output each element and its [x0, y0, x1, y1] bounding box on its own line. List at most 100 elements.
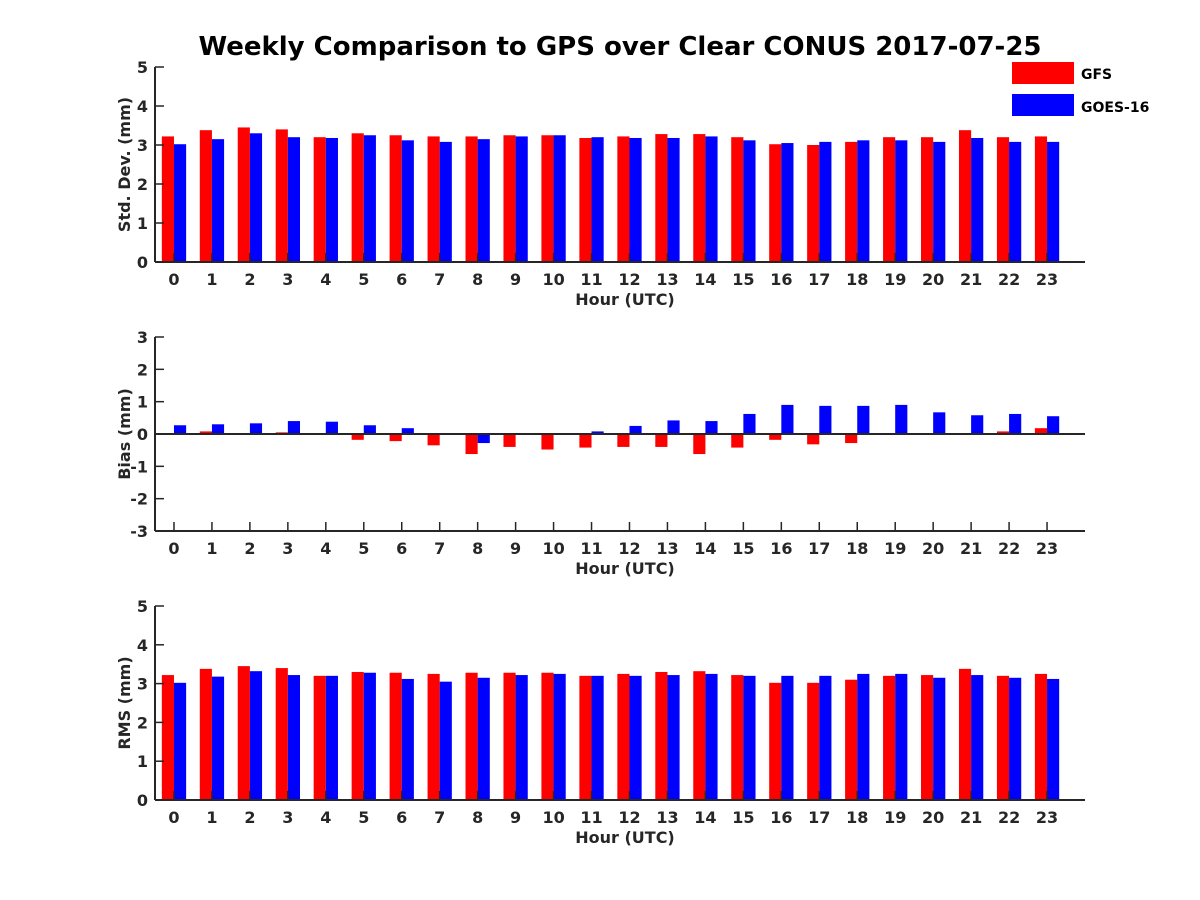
std-dev-bar-gfs-hour-7 [427, 136, 440, 262]
bias-bar-goes16-hour-14 [705, 421, 718, 434]
std-dev-bar-goes16-hour-2 [249, 133, 263, 262]
bias-x-tick-label: 23 [1036, 539, 1058, 558]
std-dev-bar-gfs-hour-14 [693, 134, 706, 262]
bias-bar-goes16-hour-3 [287, 421, 301, 434]
rms-x-tick-label: 10 [542, 808, 564, 827]
legend-swatch-gfs [1012, 62, 1074, 84]
bias-bar-goes16-hour-2 [249, 423, 263, 434]
bias-y-tick-label: -3 [130, 522, 148, 541]
rms-bar-goes16-hour-22 [1009, 677, 1022, 800]
bias-y-tick-label: 2 [137, 360, 148, 379]
rms-bar-gfs-hour-16 [769, 682, 782, 800]
bias-bar-gfs-hour-22 [996, 431, 1010, 434]
bias-bar-gfs-hour-1 [199, 431, 212, 434]
rms-bar-gfs-hour-12 [617, 673, 630, 800]
bias-x-tick-label: 5 [358, 539, 369, 558]
std-dev-bar-gfs-hour-2 [237, 127, 250, 262]
bias-bar-goes16-hour-23 [1047, 416, 1060, 434]
bias-x-tick-label: 20 [922, 539, 944, 558]
rms-bar-goes16-hour-12 [629, 675, 642, 800]
std-dev-bar-goes16-hour-10 [553, 135, 566, 262]
bias-bar-goes16-hour-8 [477, 434, 490, 444]
rms-bar-gfs-hour-5 [351, 671, 364, 800]
bias-bar-gfs-hour-14 [693, 434, 706, 455]
bias-y-tick-label: -2 [130, 490, 148, 509]
bias-x-tick-label: 18 [846, 539, 868, 558]
std-dev-x-tick-label: 9 [510, 270, 521, 289]
std-dev-x-tick-label: 5 [358, 270, 369, 289]
legend-swatch-goes16 [1012, 94, 1074, 116]
std-dev-bar-goes16-hour-20 [933, 141, 946, 262]
std-dev-bar-goes16-hour-14 [705, 136, 718, 262]
std-dev-x-tick-label: 18 [846, 270, 868, 289]
std-dev-bar-gfs-hour-4 [313, 137, 326, 262]
std-dev-y-tick-label: 0 [137, 253, 148, 272]
rms-x-tick-label: 1 [206, 808, 217, 827]
bias-x-tick-label: 19 [884, 539, 906, 558]
bias-bar-gfs-hour-12 [617, 434, 630, 447]
rms-bar-goes16-hour-18 [857, 673, 870, 800]
bias-x-tick-label: 17 [808, 539, 830, 558]
bias-bar-gfs-hour-15 [731, 434, 744, 448]
std-dev-y-tick-label: 4 [137, 97, 148, 116]
rms-bar-gfs-hour-22 [996, 675, 1010, 800]
rms-bar-goes16-hour-16 [781, 675, 794, 800]
std-dev-x-tick-label: 13 [656, 270, 678, 289]
std-dev-bar-goes16-hour-11 [591, 137, 604, 262]
rms-bar-goes16-hour-9 [515, 675, 528, 800]
rms-x-tick-label: 17 [808, 808, 830, 827]
rms-bar-gfs-hour-9 [503, 672, 516, 800]
bias-y-tick-label: 3 [137, 328, 148, 347]
std-dev-x-tick-label: 22 [998, 270, 1020, 289]
bias-bar-goes16-hour-5 [363, 425, 376, 434]
bias-x-tick-label: 2 [244, 539, 255, 558]
std-dev-bar-goes16-hour-7 [439, 141, 452, 262]
rms-bar-gfs-hour-0 [161, 675, 174, 800]
bias-x-tick-label: 7 [434, 539, 445, 558]
std-dev-x-tick-label: 11 [580, 270, 602, 289]
rms-bar-goes16-hour-19 [895, 673, 908, 800]
std-dev-x-tick-label: 19 [884, 270, 906, 289]
rms-bar-gfs-hour-7 [427, 673, 440, 800]
std-dev-bar-gfs-hour-11 [579, 137, 592, 262]
std-dev-y-axis-label: Std. Dev. (mm) [115, 97, 134, 232]
rms-bar-goes16-hour-14 [705, 673, 718, 800]
bias-y-axis-label: Bias (mm) [115, 388, 134, 480]
rms-bar-gfs-hour-14 [693, 671, 706, 800]
rms-bar-goes16-hour-5 [363, 672, 376, 800]
std-dev-bar-goes16-hour-5 [363, 135, 376, 262]
std-dev-x-tick-label: 23 [1036, 270, 1058, 289]
std-dev-bar-gfs-hour-1 [199, 130, 212, 262]
std-dev-bar-gfs-hour-17 [807, 145, 820, 262]
rms-y-tick-label: 0 [137, 791, 148, 810]
bias-x-tick-label: 22 [998, 539, 1020, 558]
rms-bar-gfs-hour-1 [199, 668, 212, 800]
std-dev-bar-gfs-hour-21 [958, 130, 972, 262]
rms-x-tick-label: 20 [922, 808, 944, 827]
legend-label-goes16: GOES-16 [1081, 100, 1149, 116]
std-dev-bar-gfs-hour-22 [996, 137, 1010, 262]
std-dev-bar-goes16-hour-8 [477, 139, 490, 262]
rms-bar-goes16-hour-6 [401, 678, 414, 800]
bias-bar-gfs-hour-16 [769, 434, 782, 440]
std-dev-bar-goes16-hour-22 [1009, 141, 1022, 262]
rms-x-tick-label: 14 [694, 808, 716, 827]
std-dev-y-tick-label: 2 [137, 175, 148, 194]
rms-bar-gfs-hour-11 [579, 675, 592, 800]
std-dev-x-tick-label: 14 [694, 270, 716, 289]
rms-bar-gfs-hour-8 [465, 672, 478, 800]
bias-y-tick-label: 1 [137, 393, 148, 412]
rms-bar-gfs-hour-6 [389, 672, 402, 800]
std-dev-bar-gfs-hour-6 [389, 135, 402, 262]
rms-x-tick-label: 5 [358, 808, 369, 827]
std-dev-x-tick-label: 21 [960, 270, 982, 289]
bias-bar-goes16-hour-15 [743, 413, 756, 434]
std-dev-bar-goes16-hour-1 [211, 139, 225, 262]
rms-x-tick-label: 11 [580, 808, 602, 827]
bias-x-tick-label: 1 [206, 539, 217, 558]
rms-x-tick-label: 3 [282, 808, 293, 827]
rms-y-tick-label: 4 [137, 636, 148, 655]
std-dev-bar-gfs-hour-8 [465, 136, 478, 262]
rms-bar-goes16-hour-3 [287, 675, 301, 800]
